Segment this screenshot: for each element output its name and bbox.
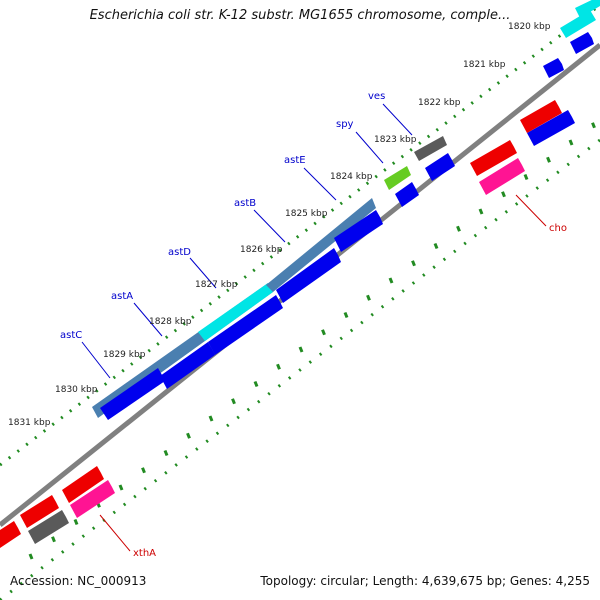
gene-label-ves[interactable]: ves [368, 91, 385, 102]
tick-mark [163, 449, 169, 457]
tick-mark [433, 242, 439, 250]
arrow-astD [208, 295, 283, 355]
topology-summary: Topology: circular; Length: 4,639,675 bp… [260, 574, 590, 588]
block-astB-astE [266, 198, 376, 292]
gene-label-xthA[interactable]: xthA [133, 548, 156, 559]
tick-label-1824: 1824 kbp [330, 172, 373, 182]
arrow-top [570, 32, 594, 54]
arrow-1821b [527, 110, 575, 146]
tick-mark [321, 329, 326, 336]
outer-dotted-track [0, 3, 600, 467]
gene-label-astC[interactable]: astC [60, 330, 82, 341]
arrow-red-left [20, 495, 59, 528]
arrow-xthA-pink [70, 480, 115, 518]
tick-label-1825: 1825 kbp [285, 209, 328, 219]
tick-mark [28, 553, 34, 560]
tick-mark [501, 191, 506, 198]
accession-text: Accession: NC_000913 [10, 574, 147, 588]
tick-label-1821: 1821 kbp [463, 60, 506, 70]
tick-mark [208, 415, 214, 422]
forward-leader-lines [81, 103, 413, 379]
arrow-red-top [520, 100, 562, 133]
inner-dotted-track [0, 138, 600, 600]
arrow-astB [276, 248, 341, 303]
tick-label-1829: 1829 kbp [103, 350, 146, 360]
block-top-cyan-2 [575, 0, 600, 18]
arrow-1821 [543, 58, 564, 78]
gene-label-astE[interactable]: astE [284, 155, 306, 166]
tick-mark [73, 518, 79, 526]
tick-mark [231, 398, 236, 405]
tick-mark [411, 260, 416, 267]
arrow-astC [100, 368, 165, 420]
tick-label-1827: 1827 kbp [195, 280, 238, 290]
arrow-cho-pink [479, 158, 525, 195]
tick-mark [186, 432, 191, 439]
gene-label-spy[interactable]: spy [336, 119, 354, 130]
gene-label-cho[interactable]: cho [549, 223, 567, 234]
tick-label-1822: 1822 kbp [418, 98, 461, 108]
block-top-cyan [560, 10, 596, 38]
tick-mark [523, 173, 529, 181]
block-ves [414, 136, 447, 161]
tick-marks [28, 122, 596, 560]
arrow-gray-left [28, 510, 69, 544]
block-spy [384, 166, 411, 190]
block-astD [198, 283, 273, 341]
map-title: Escherichia coli str. K-12 substr. MG165… [89, 8, 511, 23]
tick-mark [388, 277, 394, 284]
tick-mark [546, 156, 551, 163]
arrow-xthA-red [62, 466, 104, 503]
arrow-red-edge [0, 521, 21, 548]
arrow-cho-red [470, 140, 517, 176]
tick-mark [568, 139, 574, 146]
gene-label-astD[interactable]: astD [168, 247, 191, 258]
tick-label-1830: 1830 kbp [55, 385, 98, 395]
tick-mark [478, 208, 484, 215]
gene-label-astB[interactable]: astB [234, 198, 256, 209]
tick-mark [591, 122, 596, 129]
tick-label-1831: 1831 kbp [8, 418, 51, 428]
tick-mark [366, 294, 371, 301]
tick-label-1823: 1823 kbp [374, 135, 417, 145]
arrow-spy [395, 182, 419, 207]
gene-label-astA[interactable]: astA [111, 291, 133, 302]
tick-mark [298, 346, 304, 353]
arrow-ves [425, 153, 455, 181]
tick-label-1820: 1820 kbp [508, 22, 551, 32]
tick-mark [118, 484, 124, 491]
tick-mark [343, 311, 349, 319]
tick-label-1826: 1826 kbp [240, 245, 283, 255]
tick-mark [276, 363, 281, 370]
tick-label-1828: 1828 kbp [149, 317, 192, 327]
arrow-astA [160, 342, 215, 389]
tick-mark [51, 536, 56, 543]
tick-mark [456, 225, 461, 232]
reverse-leader-lines [99, 194, 547, 552]
arrow-astE [334, 210, 383, 252]
tick-mark [253, 380, 259, 388]
tick-mark [141, 467, 146, 474]
